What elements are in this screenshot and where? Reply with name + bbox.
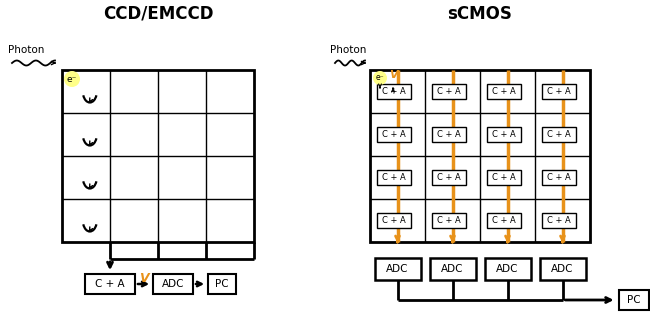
Bar	[376, 213, 411, 228]
Bar	[370, 70, 590, 242]
Text: C + A: C + A	[547, 130, 571, 139]
Text: e⁻: e⁻	[376, 73, 384, 83]
Text: C + A: C + A	[382, 173, 406, 182]
Text: C + A: C + A	[491, 173, 515, 182]
Text: sCMOS: sCMOS	[448, 5, 512, 23]
Circle shape	[64, 71, 80, 87]
Text: ADC: ADC	[441, 264, 463, 274]
Bar	[432, 84, 465, 99]
Bar	[486, 170, 521, 185]
Text: C + A: C + A	[547, 173, 571, 182]
Bar	[153, 274, 193, 294]
Bar	[62, 70, 254, 242]
Text: C + A: C + A	[382, 130, 406, 139]
Bar	[374, 258, 421, 280]
Text: C + A: C + A	[547, 87, 571, 96]
Text: ADC: ADC	[386, 264, 409, 274]
Bar	[541, 170, 575, 185]
Bar	[486, 127, 521, 142]
Text: C + A: C + A	[95, 279, 125, 289]
Text: PC: PC	[627, 295, 640, 305]
Text: ADC: ADC	[496, 264, 519, 274]
Text: C + A: C + A	[437, 87, 460, 96]
Bar	[541, 213, 575, 228]
Text: C + A: C + A	[437, 173, 460, 182]
Bar	[541, 127, 575, 142]
Text: ADC: ADC	[162, 279, 184, 289]
Text: C + A: C + A	[437, 130, 460, 139]
Text: Photon: Photon	[8, 45, 44, 55]
Text: C + A: C + A	[491, 130, 515, 139]
Text: V: V	[139, 272, 149, 285]
Text: C + A: C + A	[491, 87, 515, 96]
Text: C + A: C + A	[382, 216, 406, 225]
Bar	[486, 84, 521, 99]
Bar	[432, 213, 465, 228]
Text: ADC: ADC	[551, 264, 574, 274]
Bar	[432, 170, 465, 185]
Text: V: V	[389, 70, 397, 80]
Bar	[540, 258, 586, 280]
Bar	[376, 127, 411, 142]
Bar	[208, 274, 236, 294]
Text: C + A: C + A	[547, 216, 571, 225]
Bar	[376, 84, 411, 99]
Circle shape	[373, 71, 387, 85]
Text: C + A: C + A	[437, 216, 460, 225]
Bar	[619, 290, 649, 310]
Bar	[486, 213, 521, 228]
Bar	[376, 170, 411, 185]
Text: PC: PC	[215, 279, 229, 289]
Text: Photon: Photon	[330, 45, 367, 55]
Text: C + A: C + A	[491, 216, 515, 225]
Bar	[85, 274, 135, 294]
Bar	[541, 84, 575, 99]
Text: e⁻: e⁻	[67, 74, 77, 84]
Bar	[430, 258, 476, 280]
Text: C + A: C + A	[382, 87, 406, 96]
Bar	[484, 258, 530, 280]
Bar	[432, 127, 465, 142]
Text: CCD/EMCCD: CCD/EMCCD	[103, 5, 213, 23]
